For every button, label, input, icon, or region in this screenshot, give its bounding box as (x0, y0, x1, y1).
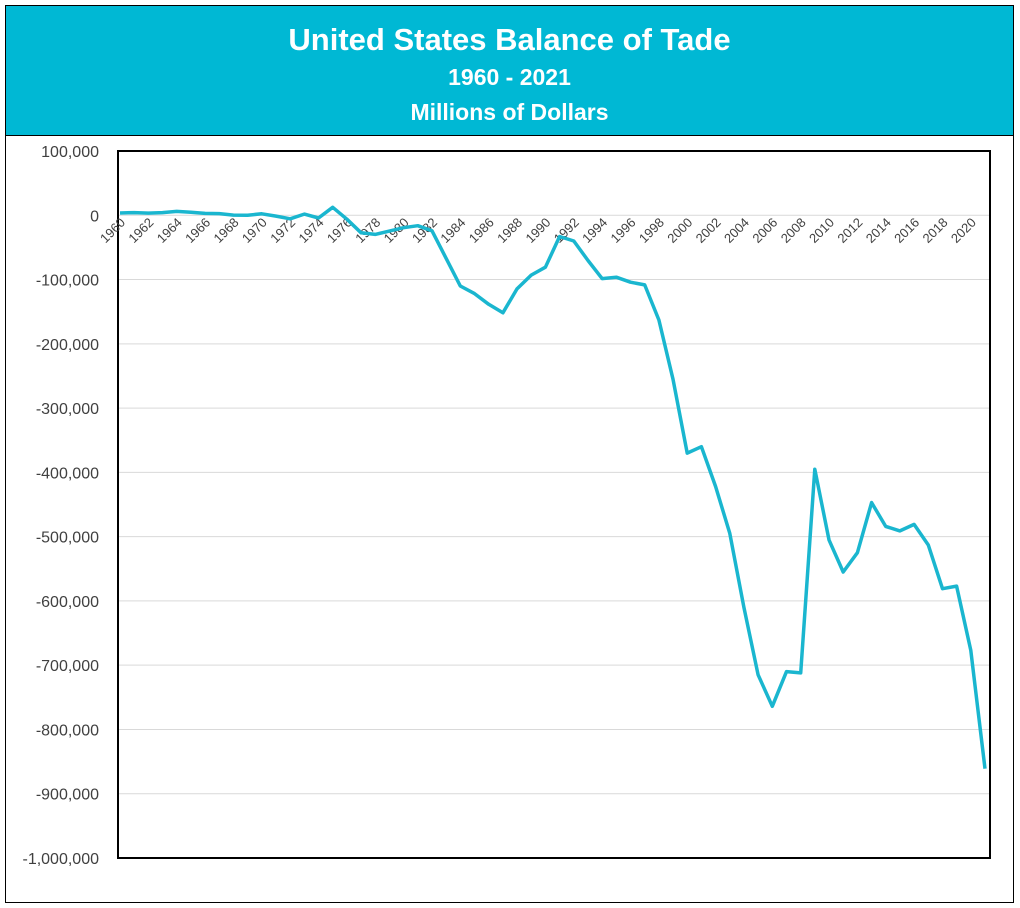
x-tick-label: 1974 (296, 215, 327, 246)
x-tick-label: 2000 (664, 215, 695, 246)
y-tick-label: -600,000 (36, 594, 99, 611)
x-tick-label: 1998 (636, 215, 667, 246)
x-tick-label: 1984 (437, 215, 468, 246)
x-tick-label: 1992 (551, 215, 582, 246)
x-tick-label: 2008 (778, 215, 809, 246)
plot-area-border (117, 150, 991, 859)
x-tick-label: 1994 (579, 215, 610, 246)
title-banner: United States Balance of Tade 1960 - 202… (5, 5, 1014, 136)
y-tick-label: -300,000 (36, 401, 99, 418)
x-tick-label: 1966 (182, 215, 213, 246)
x-tick-label: 1964 (154, 215, 185, 246)
x-tick-label: 1988 (494, 215, 525, 246)
y-tick-label: -500,000 (36, 530, 99, 547)
y-tick-label: -200,000 (36, 337, 99, 354)
x-tick-label: 1968 (211, 215, 242, 246)
x-tick-label: 2010 (806, 215, 837, 246)
y-tick-label: 100,000 (41, 144, 99, 161)
chart-subtitle: 1960 - 2021 (448, 64, 571, 90)
chart-title: United States Balance of Tade (288, 22, 731, 57)
x-tick-label: 2002 (693, 215, 724, 246)
y-tick-label: -100,000 (36, 273, 99, 290)
x-tick-label: 1986 (466, 215, 497, 246)
y-tick-label: -400,000 (36, 465, 99, 482)
x-tick-label: 1962 (125, 215, 156, 246)
x-tick-label: 2004 (721, 215, 752, 246)
x-tick-label: 2012 (834, 215, 865, 246)
x-tick-label: 2006 (749, 215, 780, 246)
x-tick-label: 2014 (863, 215, 894, 246)
x-tick-label: 2016 (891, 215, 922, 246)
series-line-trade-balance (119, 205, 987, 769)
y-tick-label: -1,000,000 (22, 851, 99, 868)
x-tick-label: 1976 (324, 215, 355, 246)
x-tick-label: 1990 (522, 215, 553, 246)
y-tick-label: -700,000 (36, 658, 99, 675)
y-tick-label: -800,000 (36, 722, 99, 739)
x-tick-label: 2018 (920, 215, 951, 246)
chart-units: Millions of Dollars (410, 99, 609, 125)
y-tick-label: 0 (90, 208, 99, 225)
x-tick-label: 1960 (97, 215, 128, 246)
x-tick-label: 2020 (948, 215, 979, 246)
y-tick-label: -900,000 (36, 787, 99, 804)
x-tick-label: 1996 (608, 215, 639, 246)
x-tick-label: 1970 (239, 215, 270, 246)
